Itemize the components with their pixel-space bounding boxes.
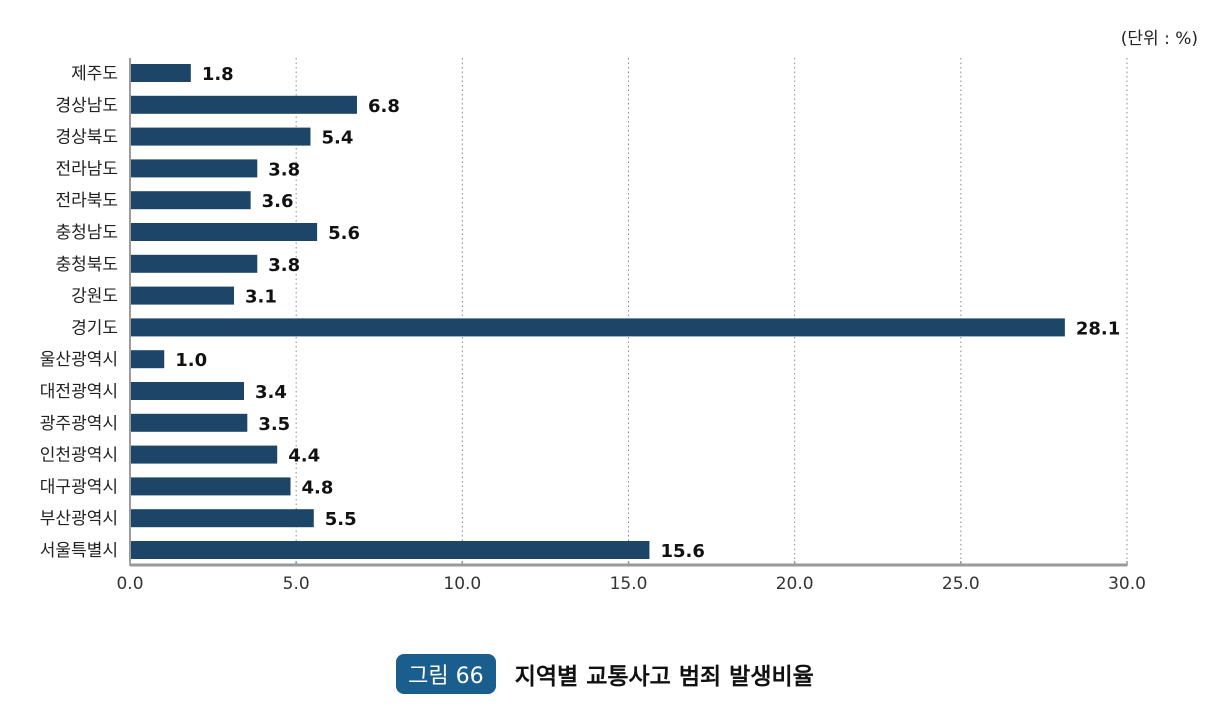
- x-tick-label: 5.0: [283, 574, 310, 594]
- x-tick-label: 15.0: [610, 574, 648, 594]
- value-label: 1.0: [175, 350, 207, 371]
- figure-caption: 그림 66 지역별 교통사고 범죄 발생비율: [0, 654, 1210, 694]
- bar: [131, 477, 291, 496]
- category-label: 인천광역시: [40, 446, 118, 466]
- bar: [131, 541, 650, 559]
- bar: [131, 350, 165, 369]
- bar-chart: 0.0 5.0 10.0 15.0 20.0 25.0 30.0 제주도 1.8 경상남도 6.8 경…: [40, 58, 1146, 594]
- value-label: 3.8: [268, 255, 300, 276]
- bar: [131, 318, 1065, 337]
- x-tick-label: 20.0: [776, 574, 814, 594]
- x-tick-label: 30.0: [1108, 574, 1146, 594]
- category-label: 전라북도: [55, 191, 118, 211]
- bar: [131, 382, 244, 400]
- unit-label: (단위 : %): [1120, 29, 1198, 49]
- x-tick-label: 0.0: [116, 574, 143, 594]
- category-label: 전라남도: [55, 159, 118, 179]
- value-label: 3.1: [245, 287, 277, 308]
- value-label: 5.6: [328, 223, 360, 244]
- bar: [131, 286, 235, 305]
- category-label: 대전광역시: [40, 382, 118, 402]
- bar: [131, 127, 311, 146]
- value-label: 4.4: [288, 446, 320, 467]
- category-label: 대구광역시: [40, 477, 118, 497]
- category-label: 서울특별시: [40, 541, 118, 561]
- bar: [131, 413, 248, 432]
- category-label: 충청북도: [55, 255, 118, 275]
- value-label: 4.8: [302, 477, 334, 498]
- value-label: 3.4: [255, 382, 287, 403]
- bar: [131, 191, 251, 210]
- x-tick-label: 25.0: [942, 574, 980, 594]
- bar: [131, 223, 318, 241]
- bar: [131, 445, 278, 464]
- category-label: 울산광역시: [40, 350, 118, 370]
- category-label: 광주광역시: [40, 414, 118, 434]
- value-label: 3.8: [268, 159, 300, 180]
- bar: [131, 95, 357, 114]
- value-label: 5.5: [325, 509, 357, 530]
- category-label: 경상북도: [55, 128, 118, 148]
- bar: [131, 509, 314, 528]
- category-label: 충청남도: [55, 223, 118, 243]
- category-label: 경기도: [71, 318, 118, 338]
- value-label: 3.6: [262, 191, 294, 212]
- value-label: 1.8: [202, 64, 234, 85]
- category-label: 부산광역시: [40, 509, 118, 529]
- value-label: 6.8: [368, 96, 400, 117]
- category-label: 강원도: [71, 287, 118, 307]
- figure-title: 지역별 교통사고 범죄 발생비율: [514, 664, 814, 690]
- category-label: 제주도: [71, 64, 118, 84]
- value-label: 15.6: [660, 541, 704, 562]
- figure-number-badge: 그림 66: [396, 654, 496, 694]
- value-label: 5.4: [321, 128, 353, 149]
- bar: [131, 159, 258, 178]
- x-tick-label: 10.0: [443, 574, 481, 594]
- value-label: 3.5: [258, 414, 290, 435]
- value-label: 28.1: [1076, 318, 1120, 339]
- bar: [131, 64, 191, 82]
- category-label: 경상남도: [55, 96, 118, 116]
- bar: [131, 254, 258, 273]
